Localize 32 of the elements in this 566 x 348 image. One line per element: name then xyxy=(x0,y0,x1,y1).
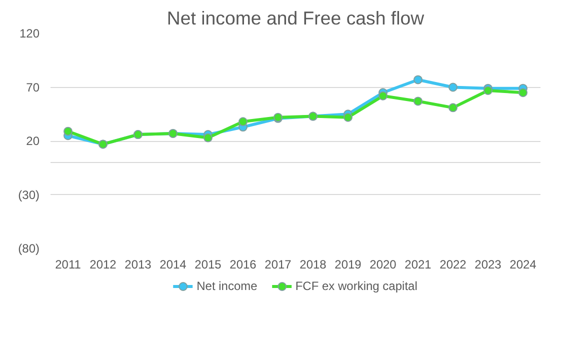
point xyxy=(414,75,422,84)
x-tick-label: 2024 xyxy=(510,258,537,272)
x-tick-label: 2020 xyxy=(370,258,397,272)
x-tick-label: 2011 xyxy=(55,258,82,272)
point xyxy=(64,126,72,136)
point xyxy=(414,96,422,106)
point xyxy=(448,82,458,92)
legend-label: FCF ex working capital xyxy=(295,279,418,293)
x-tick-label: 2013 xyxy=(124,258,152,272)
y-tick-label: (80) xyxy=(18,242,40,256)
point xyxy=(204,133,212,142)
x-tick-label: 2023 xyxy=(474,258,502,272)
point xyxy=(518,88,528,98)
y-tick-label: 20 xyxy=(26,134,40,148)
y-tick-label: (30) xyxy=(18,188,40,202)
x-tick-label: 2017 xyxy=(264,258,292,272)
x-tick-label: 2022 xyxy=(440,258,467,272)
chart-title: Net income and Free cash flow xyxy=(166,8,425,28)
y-tick-label: 120 xyxy=(19,26,40,40)
x-tick-label: 2019 xyxy=(334,258,362,272)
x-tick-label: 2021 xyxy=(404,258,432,272)
x-tick-label: 2014 xyxy=(160,258,187,272)
point xyxy=(448,103,458,112)
point xyxy=(344,112,352,122)
x-tick-label: 2012 xyxy=(90,258,117,272)
x-tick-label: 2018 xyxy=(300,258,327,272)
point xyxy=(238,117,248,126)
x-tick-label: 2016 xyxy=(230,258,257,272)
x-tick-label: 2015 xyxy=(194,258,222,272)
point xyxy=(378,91,388,100)
legend-label: Net income xyxy=(196,279,258,293)
y-tick-label: 70 xyxy=(26,80,40,94)
